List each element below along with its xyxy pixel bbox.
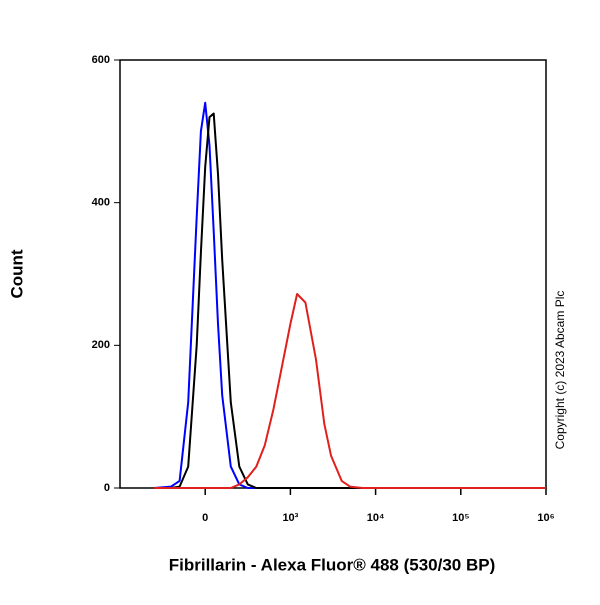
y-tick-label: 600	[92, 54, 110, 66]
y-tick-label: 400	[92, 197, 110, 209]
y-tick-label: 200	[92, 339, 110, 351]
y-axis-label: Count	[7, 249, 26, 298]
x-tick-label: 10³	[282, 512, 298, 524]
x-tick-label: 10⁴	[367, 512, 385, 524]
copyright: Copyright (c) 2023 Abcam Plc	[553, 291, 567, 450]
plot-frame	[119, 59, 547, 489]
x-tick-label: 10⁶	[537, 512, 554, 524]
y-tick-label: 0	[104, 482, 110, 494]
x-tick-label: 10⁵	[452, 512, 469, 524]
x-axis-label: Fibrillarin - Alexa Fluor® 488 (530/30 B…	[169, 555, 496, 574]
x-tick-label: 0	[202, 512, 208, 524]
histogram-line	[154, 112, 546, 489]
histogram-line	[154, 293, 546, 489]
histogram-line	[154, 101, 546, 489]
